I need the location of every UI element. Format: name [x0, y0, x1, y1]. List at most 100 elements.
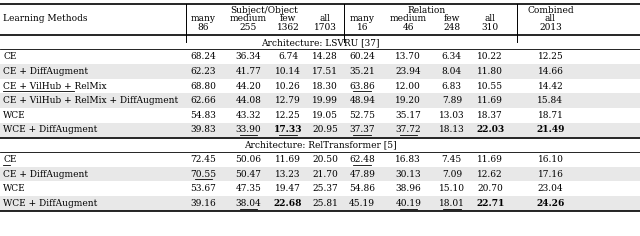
- Text: medium: medium: [390, 14, 427, 23]
- Text: 13.03: 13.03: [439, 111, 465, 120]
- Text: 25.81: 25.81: [312, 199, 338, 208]
- Text: 86: 86: [198, 23, 209, 32]
- Text: 6.34: 6.34: [442, 52, 462, 61]
- Text: 248: 248: [444, 23, 460, 32]
- Text: 22.71: 22.71: [476, 199, 504, 208]
- Text: 44.08: 44.08: [236, 96, 261, 105]
- Text: 45.19: 45.19: [349, 199, 375, 208]
- Text: 38.04: 38.04: [236, 199, 261, 208]
- Text: CE + VilHub + RelMix + DiffAugment: CE + VilHub + RelMix + DiffAugment: [3, 96, 179, 105]
- Bar: [0, 167, 640, 181]
- Text: 18.30: 18.30: [312, 82, 338, 91]
- Text: 17.51: 17.51: [312, 67, 338, 76]
- Text: Architecture: LSVRU [37]: Architecture: LSVRU [37]: [260, 38, 380, 47]
- Text: Subject/Object: Subject/Object: [230, 6, 298, 15]
- Text: CE: CE: [3, 155, 17, 164]
- Text: 7.45: 7.45: [442, 155, 462, 164]
- Text: many: many: [191, 14, 216, 23]
- Text: 62.48: 62.48: [349, 155, 375, 164]
- Text: 11.69: 11.69: [477, 155, 503, 164]
- Text: 46: 46: [403, 23, 414, 32]
- Text: 62.23: 62.23: [191, 67, 216, 76]
- Text: 310: 310: [482, 23, 499, 32]
- Text: 54.86: 54.86: [349, 184, 375, 193]
- Text: 12.25: 12.25: [538, 52, 563, 61]
- Text: 18.13: 18.13: [439, 126, 465, 135]
- Text: 22.68: 22.68: [274, 199, 302, 208]
- Text: 19.05: 19.05: [312, 111, 338, 120]
- Text: few: few: [280, 14, 296, 23]
- Text: 10.22: 10.22: [477, 52, 503, 61]
- Text: 17.33: 17.33: [274, 126, 302, 135]
- Text: 18.71: 18.71: [538, 111, 563, 120]
- Text: 18.37: 18.37: [477, 111, 503, 120]
- Text: CE: CE: [3, 52, 17, 61]
- Text: 40.19: 40.19: [396, 199, 421, 208]
- Text: 7.89: 7.89: [442, 96, 462, 105]
- Text: 70.55: 70.55: [191, 169, 216, 178]
- Text: 20.95: 20.95: [312, 126, 338, 135]
- Text: 35.21: 35.21: [349, 67, 375, 76]
- Text: 19.47: 19.47: [275, 184, 301, 193]
- Text: 39.83: 39.83: [191, 126, 216, 135]
- Text: 11.69: 11.69: [477, 96, 503, 105]
- Text: 48.94: 48.94: [349, 96, 375, 105]
- Text: 20.70: 20.70: [477, 184, 503, 193]
- Text: 15.10: 15.10: [439, 184, 465, 193]
- Text: 37.37: 37.37: [349, 126, 375, 135]
- Text: 12.62: 12.62: [477, 169, 503, 178]
- Text: 11.80: 11.80: [477, 67, 503, 76]
- Text: 255: 255: [239, 23, 257, 32]
- Text: 37.72: 37.72: [396, 126, 421, 135]
- Text: few: few: [444, 14, 460, 23]
- Text: all: all: [485, 14, 495, 23]
- Text: 24.26: 24.26: [536, 199, 564, 208]
- Text: 72.45: 72.45: [191, 155, 216, 164]
- Text: 21.49: 21.49: [536, 126, 564, 135]
- Text: 62.66: 62.66: [191, 96, 216, 105]
- Text: CE + VilHub + RelMix: CE + VilHub + RelMix: [3, 82, 107, 91]
- Text: 19.99: 19.99: [312, 96, 338, 105]
- Text: 33.90: 33.90: [236, 126, 261, 135]
- Text: 16.10: 16.10: [538, 155, 563, 164]
- Text: medium: medium: [230, 14, 267, 23]
- Text: 14.28: 14.28: [312, 52, 338, 61]
- Text: CE + DiffAugment: CE + DiffAugment: [3, 67, 88, 76]
- Text: 36.34: 36.34: [236, 52, 261, 61]
- Text: 12.79: 12.79: [275, 96, 301, 105]
- Text: 12.00: 12.00: [396, 82, 421, 91]
- Text: 10.26: 10.26: [275, 82, 301, 91]
- Text: 50.47: 50.47: [236, 169, 261, 178]
- Text: 1703: 1703: [314, 23, 337, 32]
- Text: 8.04: 8.04: [442, 67, 462, 76]
- Text: Combined: Combined: [527, 6, 573, 15]
- Text: 35.17: 35.17: [396, 111, 421, 120]
- Text: 21.70: 21.70: [312, 169, 338, 178]
- Text: 12.25: 12.25: [275, 111, 301, 120]
- Text: WCE: WCE: [3, 111, 26, 120]
- Text: 13.70: 13.70: [396, 52, 421, 61]
- Text: 17.16: 17.16: [538, 169, 563, 178]
- Bar: [0, 93, 640, 108]
- Text: 30.13: 30.13: [396, 169, 421, 178]
- Bar: [0, 196, 640, 211]
- Text: many: many: [349, 14, 375, 23]
- Text: 43.32: 43.32: [236, 111, 261, 120]
- Text: 23.94: 23.94: [396, 67, 421, 76]
- Text: Learning Methods: Learning Methods: [3, 14, 88, 23]
- Text: 63.86: 63.86: [349, 82, 375, 91]
- Text: Relation: Relation: [407, 6, 445, 15]
- Text: 15.84: 15.84: [538, 96, 563, 105]
- Text: WCE + DiffAugment: WCE + DiffAugment: [3, 126, 97, 135]
- Text: WCE + DiffAugment: WCE + DiffAugment: [3, 199, 97, 208]
- Text: 39.16: 39.16: [191, 199, 216, 208]
- Text: 47.89: 47.89: [349, 169, 375, 178]
- Text: CE + DiffAugment: CE + DiffAugment: [3, 169, 88, 178]
- Text: 11.69: 11.69: [275, 155, 301, 164]
- Text: 53.67: 53.67: [191, 184, 216, 193]
- Text: 54.83: 54.83: [191, 111, 216, 120]
- Text: 13.23: 13.23: [275, 169, 301, 178]
- Text: 2013: 2013: [539, 23, 562, 32]
- Text: 22.03: 22.03: [476, 126, 504, 135]
- Text: 41.77: 41.77: [236, 67, 261, 76]
